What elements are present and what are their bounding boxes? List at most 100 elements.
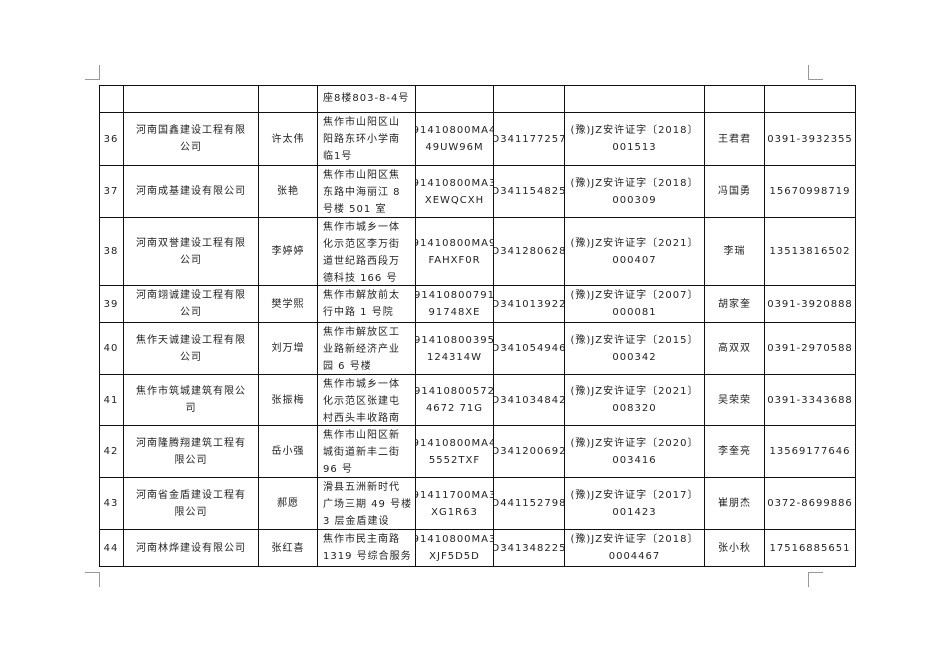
address-text: 号楼 501 室	[323, 204, 387, 215]
cell-address: 焦作市山阳区新 城街道新丰二街 96 号	[318, 426, 416, 478]
uscc-text: 91410800791	[416, 290, 494, 301]
cell-company: 焦作市筑城建筑有限公司	[124, 375, 259, 426]
cell-legal: 张振梅	[259, 375, 318, 426]
cell-no: 43	[99, 478, 124, 530]
cell-phone: 0391-2970588	[765, 323, 856, 375]
permit-text: (豫)JZ安许证字〔2015〕	[570, 334, 699, 346]
uscc-text: 4672 71G	[425, 403, 484, 414]
address-text: 化示范区张建屯	[323, 396, 400, 407]
cell-company: 河南国鑫建设工程有限 公司	[124, 113, 259, 166]
cell-license: D341280628	[494, 218, 565, 286]
cell-license: D341348225	[494, 530, 565, 567]
cell-legal: 许太伟	[259, 113, 318, 166]
permit-text: 0004467	[608, 551, 661, 562]
phone-text: 13513816502	[769, 246, 851, 257]
cell-permit: (豫)JZ安许证字〔2020〕 003416	[565, 426, 705, 478]
contact-text: 冯国勇	[718, 186, 751, 197]
uscc-text: 91410800MA4	[416, 437, 494, 449]
contact-text: 李瑞	[723, 246, 746, 257]
permit-text: 008320	[612, 403, 657, 414]
phone-text: 0391-3932355	[767, 133, 853, 145]
cell-address: 座8楼803-8-4号	[318, 85, 416, 113]
cell-company	[124, 85, 259, 113]
uscc-text: XJF5D5D	[429, 551, 480, 562]
permit-text: (豫)JZ安许证字〔2017〕	[570, 489, 699, 501]
license-text: D341200692	[494, 446, 565, 457]
cell-legal: 张艳	[259, 166, 318, 218]
address-text: 阳路东环小学南	[323, 134, 400, 145]
no-text: 44	[103, 542, 119, 554]
phone-text: 15670998719	[769, 186, 851, 197]
address-text: 96 号	[323, 464, 353, 475]
cell-phone: 0391-3343688	[765, 375, 856, 426]
cell-address: 焦作市城乡一体 化示范区张建屯 村西头丰收路南	[318, 375, 416, 426]
legal-text: 樊学熙	[271, 298, 305, 310]
address-text: 1319 号综合服务	[323, 551, 412, 562]
legal-text: 刘万增	[271, 343, 305, 354]
no-text: 37	[103, 186, 119, 197]
address-text: 焦作市城乡一体	[323, 379, 400, 390]
address-text: 焦作市山阳区新	[323, 430, 400, 441]
uscc-text: 91748XE	[428, 307, 481, 318]
uscc-text: 91410800MA4	[416, 125, 494, 136]
company-text: 河南双誉建设工程有限	[136, 237, 246, 249]
cell-address: 焦作市解放区工 业路新经济产业园 6 号楼	[318, 323, 416, 375]
cell-phone: 0391-3920888	[765, 286, 856, 323]
cell-contact	[705, 85, 765, 113]
address-text: 3 层金盾建设	[323, 516, 390, 527]
cell-legal: 刘万增	[259, 323, 318, 375]
cell-no: 42	[99, 426, 124, 478]
no-text: 40	[103, 343, 119, 354]
cell-phone: 17516885651	[765, 530, 856, 567]
cell-contact: 张小秋	[705, 530, 765, 567]
cell-phone	[765, 85, 856, 113]
cell-license: D341154825	[494, 166, 565, 218]
address-text: 座8楼803-8-4号	[323, 93, 410, 104]
legal-text: 张振梅	[271, 394, 305, 406]
crop-mark-top-left	[85, 65, 100, 80]
cell-license	[494, 85, 565, 113]
cell-permit: (豫)JZ安许证字〔2017〕 001423	[565, 478, 705, 530]
crop-mark-bottom-left	[85, 572, 100, 587]
address-text: 行中路 1 号院	[323, 307, 394, 318]
cell-uscc: 91410800MA3 XEWQCXH	[416, 166, 494, 218]
cell-permit: (豫)JZ安许证字〔2021〕 000407	[565, 218, 705, 286]
cell-contact: 王君君	[705, 113, 765, 166]
uscc-text: 91410800MA3	[416, 534, 494, 545]
license-text: D341054946	[494, 343, 565, 354]
cell-uscc: 91410800MA4 49UW96M	[416, 113, 494, 166]
cell-permit: (豫)JZ安许证字〔2021〕 008320	[565, 375, 705, 426]
company-text: 公司	[180, 307, 202, 318]
no-text: 41	[103, 394, 119, 406]
permit-text: (豫)JZ安许证字〔2018〕	[570, 534, 699, 545]
license-text: D341177257	[494, 133, 565, 145]
cell-address: 滑县五洲新时代 广场三期 49 号楼 3 层金盾建设	[318, 478, 416, 530]
permit-text: 000342	[612, 351, 657, 363]
permit-text: 000081	[612, 307, 657, 318]
phone-text: 0391-3343688	[767, 394, 853, 406]
no-text: 36	[103, 133, 119, 145]
license-text: D441152798	[494, 498, 565, 509]
license-text: D341013922	[494, 298, 565, 310]
permit-text: (豫)JZ安许证字〔2021〕	[570, 237, 699, 249]
cell-phone: 15670998719	[765, 166, 856, 218]
cell-uscc: 91411700MA3 XG1R63	[416, 478, 494, 530]
uscc-text: 91411700MA3	[416, 489, 494, 501]
phone-text: 13569177646	[769, 446, 851, 457]
company-text: 河南隆腾翔建筑工程有	[136, 437, 246, 449]
legal-text: 岳小强	[271, 446, 305, 457]
cell-no	[99, 85, 124, 113]
cell-permit	[565, 85, 705, 113]
legal-text: 李婷婷	[271, 246, 305, 257]
cell-uscc: 91410800572 4672 71G	[416, 375, 494, 426]
cell-uscc: 91410800395 124314W	[416, 323, 494, 375]
cell-address: 焦作市解放前太 行中路 1 号院	[318, 286, 416, 323]
permit-text: (豫)JZ安许证字〔2021〕	[570, 386, 699, 397]
cell-uscc: 91410800MA4 5552TXF	[416, 426, 494, 478]
uscc-text: 91410800572	[416, 386, 494, 397]
address-text: 滑县五洲新时代	[323, 482, 400, 493]
cell-license: D341177257	[494, 113, 565, 166]
phone-text: 0391-3920888	[767, 298, 853, 310]
address-text: 业路新经济产业	[323, 344, 400, 355]
address-text: 焦作市民主南路	[323, 534, 400, 545]
